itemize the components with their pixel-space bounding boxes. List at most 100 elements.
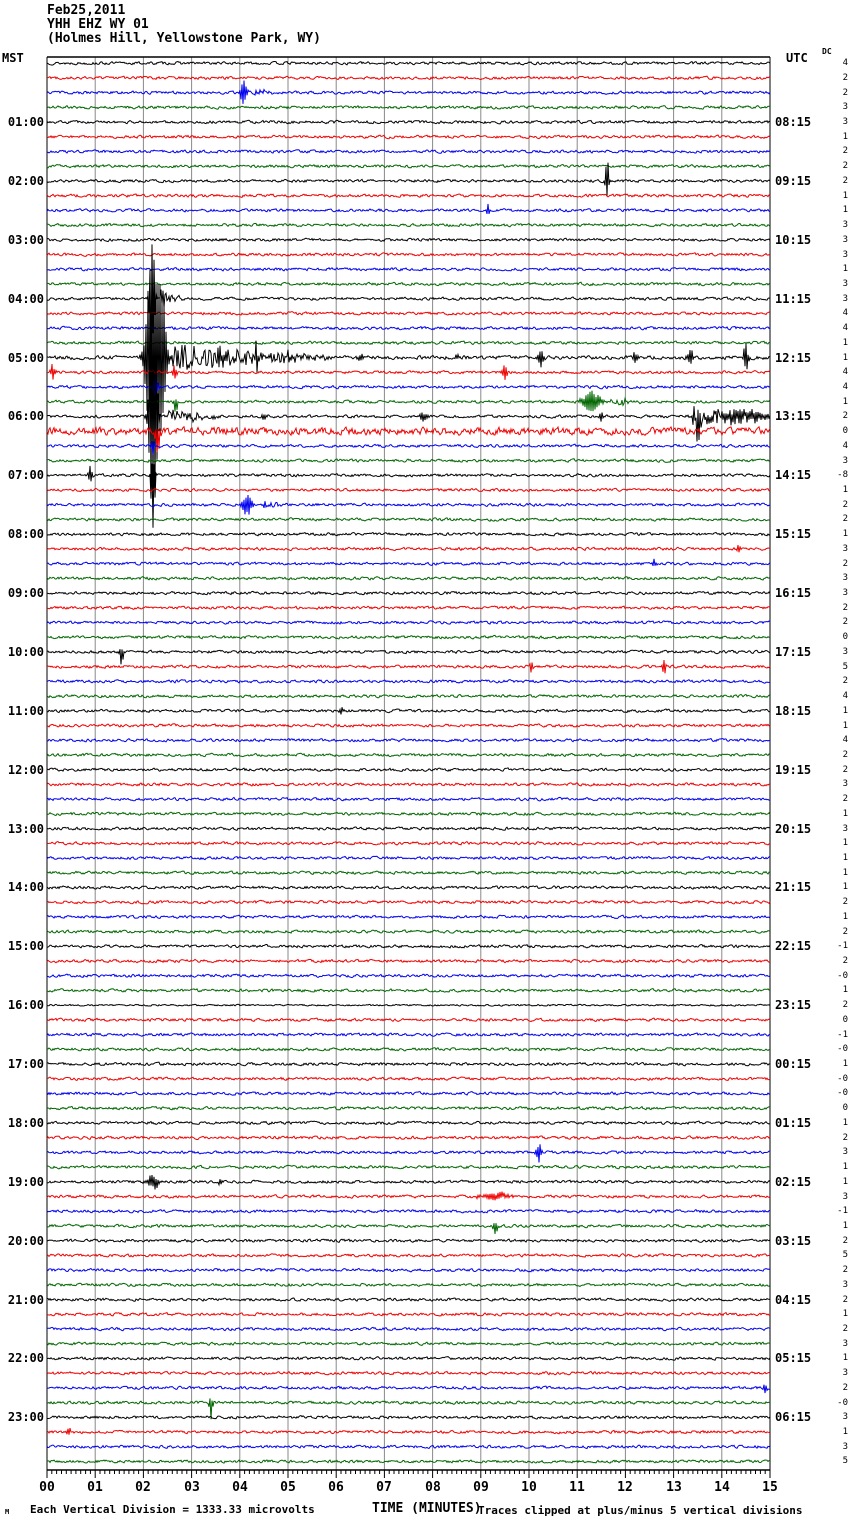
trace-62 (46, 973, 771, 979)
dc-value: -0 (837, 1398, 848, 1408)
trace-1 (47, 75, 771, 81)
utc-hour-label: 20:15 (775, 822, 812, 836)
dc-value: 1 (842, 191, 848, 201)
mst-hour-label: 20:00 (7, 1234, 44, 1248)
trace-9 (46, 193, 771, 198)
trace-13 (46, 252, 771, 257)
dc-value: 3 (842, 250, 848, 260)
x-tick-label: 11 (569, 1480, 585, 1495)
dc-value: 4 (842, 323, 848, 333)
trace-52 (46, 826, 771, 831)
dc-value: 1 (842, 838, 848, 848)
trace-18 (46, 325, 771, 331)
trace-47 (46, 752, 771, 758)
trace-69 (47, 1076, 771, 1082)
trace-33 (46, 545, 771, 553)
trace-37 (46, 605, 771, 610)
dc-value: 3 (842, 1412, 848, 1422)
utc-hour-label: 01:15 (775, 1116, 812, 1130)
trace-59 (46, 929, 771, 934)
trace-87 (46, 1341, 770, 1346)
dc-value: 4 (842, 58, 848, 68)
x-tick-label: 01 (87, 1480, 103, 1495)
dc-value: 2 (842, 676, 848, 686)
trace-17 (46, 311, 771, 316)
trace-78 (46, 1209, 771, 1214)
utc-hour-label: 12:15 (775, 351, 812, 365)
trace-76 (46, 1175, 771, 1190)
trace-30 (46, 494, 771, 515)
trace-66 (46, 1032, 771, 1037)
dc-value: 3 (842, 1339, 848, 1349)
dc-value: 1 (842, 1177, 848, 1187)
trace-25 (46, 425, 771, 453)
dc-value: 2 (842, 617, 848, 627)
footer-tiny-mark: M (5, 1508, 10, 1516)
mst-hour-label: 22:00 (7, 1351, 44, 1365)
dc-value: 1 (842, 1059, 848, 1069)
mst-hour-label: 23:00 (7, 1410, 44, 1424)
x-tick-label: 00 (39, 1480, 55, 1495)
dc-value: 3 (842, 279, 848, 289)
trace-21 (46, 363, 771, 380)
trace-11 (47, 222, 771, 228)
dc-value: 3 (842, 117, 848, 127)
trace-24 (47, 342, 771, 491)
trace-72 (46, 1120, 771, 1126)
trace-36 (46, 590, 771, 596)
dc-value: 1 (842, 485, 848, 495)
trace-61 (46, 958, 771, 964)
utc-hour-label: 14:15 (775, 468, 812, 482)
trace-54 (46, 855, 771, 861)
trace-49 (46, 782, 771, 787)
dc-value: 1 (842, 397, 848, 407)
trace-27 (46, 458, 771, 463)
dc-value: 2 (842, 73, 848, 83)
utc-hour-label: 03:15 (775, 1234, 812, 1248)
trace-40 (46, 649, 771, 665)
trace-38 (46, 620, 771, 625)
dc-value: -0 (837, 1088, 848, 1098)
mst-axis-label: MST (2, 51, 24, 65)
mst-hour-label: 15:00 (7, 939, 44, 953)
utc-hour-label: 16:15 (775, 586, 812, 600)
utc-hour-label: 08:15 (775, 115, 812, 129)
dc-value: 1 (842, 853, 848, 863)
utc-hour-label: 22:15 (775, 939, 812, 953)
trace-84 (46, 1297, 771, 1303)
trace-12 (46, 237, 771, 243)
dc-value: 1 (842, 985, 848, 995)
dc-value: 4 (842, 308, 848, 318)
dc-value: 3 (842, 456, 848, 466)
trace-34 (46, 558, 771, 567)
dc-value: 0 (842, 1103, 848, 1113)
dc-value: 2 (842, 500, 848, 510)
trace-88 (46, 1356, 771, 1361)
trace-29 (46, 487, 771, 493)
dc-value: 1 (842, 353, 848, 363)
x-tick-label: 03 (184, 1480, 200, 1495)
dc-value: 5 (842, 1250, 848, 1260)
trace-92 (47, 1415, 771, 1420)
dc-value: 1 (842, 132, 848, 142)
trace-45 (46, 723, 771, 728)
trace-83 (46, 1282, 771, 1288)
trace-55 (46, 870, 771, 875)
trace-19 (46, 340, 771, 346)
utc-hour-label: 00:15 (775, 1057, 812, 1071)
dc-value: -1 (837, 1206, 848, 1216)
trace-86 (46, 1326, 771, 1332)
dc-value: 1 (842, 721, 848, 731)
x-tick-label: 06 (328, 1480, 344, 1495)
trace-81 (46, 1253, 771, 1258)
dc-value: 1 (842, 706, 848, 716)
mst-hour-label: 04:00 (7, 292, 44, 306)
trace-8 (46, 162, 771, 197)
utc-hour-label: 17:15 (775, 645, 812, 659)
trace-85 (46, 1311, 771, 1317)
dc-value: 3 (842, 779, 848, 789)
dc-value: 2 (842, 176, 848, 186)
trace-16 (46, 244, 771, 361)
x-tick-label: 15 (762, 1480, 778, 1495)
